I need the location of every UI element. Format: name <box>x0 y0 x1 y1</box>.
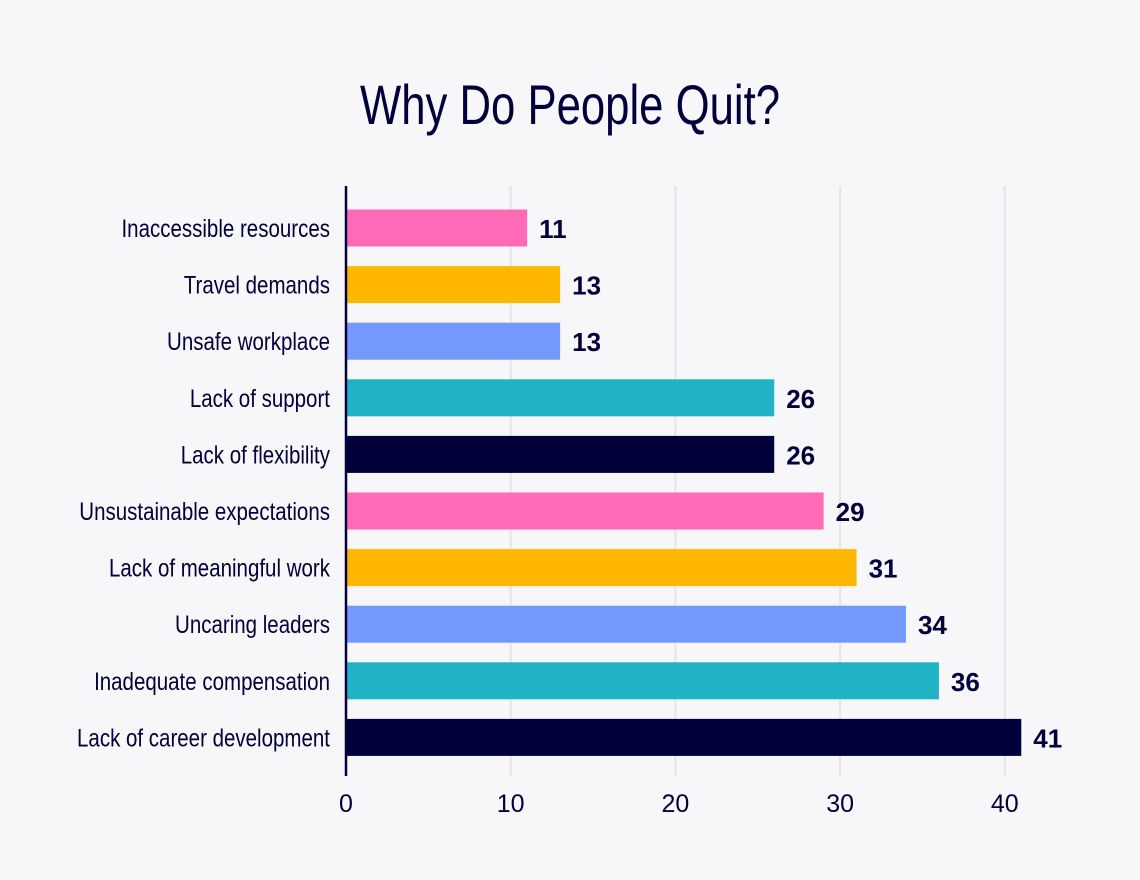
category-label: Uncaring leaders <box>175 610 330 638</box>
value-label: 41 <box>1033 723 1062 753</box>
x-tick-label: 20 <box>661 790 689 818</box>
x-tick-label: 10 <box>497 790 525 818</box>
bar <box>346 266 561 304</box>
bar <box>346 718 1022 756</box>
value-label: 26 <box>786 384 815 414</box>
category-label: Unsafe workplace <box>167 327 330 355</box>
x-tick-label: 30 <box>826 790 854 818</box>
bar <box>346 379 775 417</box>
category-label: Lack of career development <box>77 723 331 751</box>
category-label: Inadequate compensation <box>94 667 330 695</box>
category-label: Travel demands <box>184 271 330 299</box>
value-label: 13 <box>572 327 601 357</box>
bar <box>346 549 857 587</box>
value-label: 11 <box>539 214 567 244</box>
value-label: 31 <box>869 554 898 584</box>
value-label: 26 <box>786 440 815 470</box>
value-label: 13 <box>572 271 601 301</box>
category-label: Unsustainable expectations <box>79 497 330 525</box>
bar <box>346 605 906 643</box>
value-label: 29 <box>836 497 865 527</box>
bar <box>346 435 775 473</box>
bar <box>346 209 528 247</box>
category-label: Lack of flexibility <box>181 440 331 468</box>
bar <box>346 492 824 530</box>
bar <box>346 322 561 360</box>
category-label: Inaccessible resources <box>121 214 330 242</box>
x-tick-label: 0 <box>339 790 353 818</box>
category-label: Lack of meaningful work <box>109 554 331 582</box>
bar <box>346 662 939 700</box>
category-label: Lack of support <box>190 384 331 412</box>
x-tick-label: 40 <box>991 790 1019 818</box>
value-label: 34 <box>918 610 947 640</box>
chart-title: Why Do People Quit? <box>359 73 781 136</box>
value-label: 36 <box>951 667 980 697</box>
